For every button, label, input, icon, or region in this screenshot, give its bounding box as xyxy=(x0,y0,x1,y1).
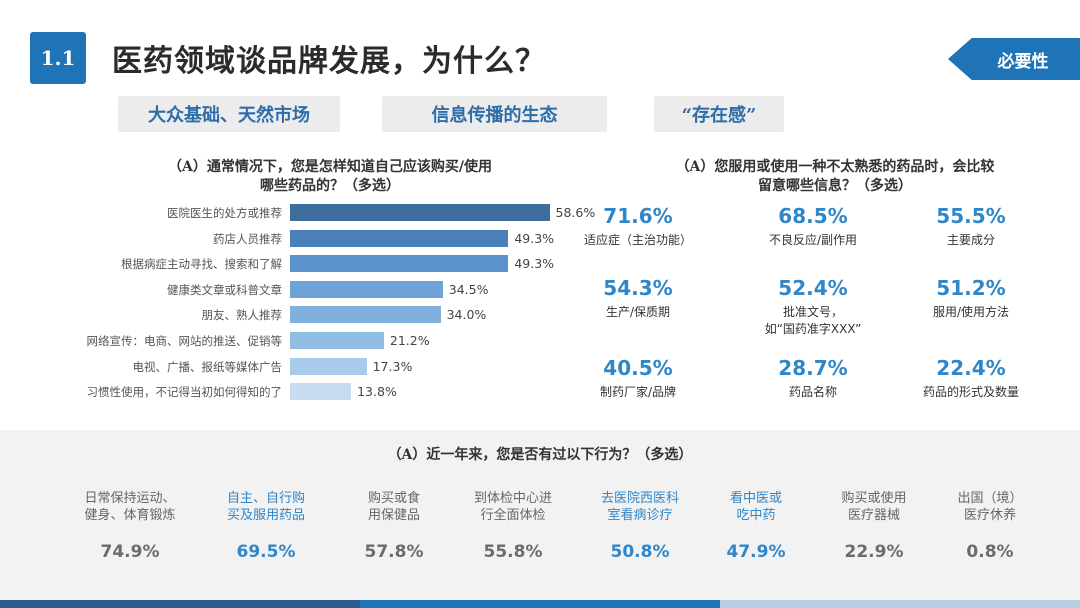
bar xyxy=(290,229,509,247)
stat-item: 22.4% 药品的形式及数量 xyxy=(871,356,1071,401)
bar xyxy=(290,280,443,298)
left-question: （A）通常情况下，您是怎样知道自己应该购买/使用 哪些药品的？（多选） xyxy=(100,158,560,196)
pill-presence: “存在感” xyxy=(654,96,784,132)
footer-strip-light xyxy=(720,600,1080,608)
stat-label: 药品的形式及数量 xyxy=(922,385,1019,399)
stat-label: 药品名称 xyxy=(788,385,837,399)
behavior-label: 到体检中心进 行全面体检 xyxy=(473,491,552,523)
bar xyxy=(290,306,441,324)
bar-value-label: 58.6% xyxy=(555,205,596,220)
bar-category-label: 朋友、熟人推荐 xyxy=(201,308,283,323)
right-question-line2: 留意哪些信息？（多选） xyxy=(758,178,912,194)
bar-category-label: 药店人员推荐 xyxy=(213,231,282,246)
stat-value: 52.4% xyxy=(778,276,848,300)
bar xyxy=(290,255,509,273)
behavior-label: 购买或食 用保健品 xyxy=(367,491,420,523)
behavior-value: 74.9% xyxy=(100,542,160,562)
behavior-label: 去医院西医科 室看病诊疗 xyxy=(600,491,679,523)
stat-label: 适应症（主治功能） xyxy=(583,233,692,247)
necessity-tag: 必要性 xyxy=(948,38,1080,80)
behavior-panel: （A）近一年来，您是否有过以下行为？（多选） 日常保持运动、 健身、体育锻炼 74… xyxy=(0,430,1080,600)
stat-item: 71.6% 适应症（主治功能） xyxy=(538,204,738,249)
stat-item: 52.4% 批准文号， 如“国药准字XXX” xyxy=(713,276,913,338)
bar xyxy=(290,383,352,401)
bar-value-label: 49.3% xyxy=(514,256,555,272)
stat-label: 生产/保质期 xyxy=(605,305,671,319)
behavior-label: 自主、自行购 买及服用药品 xyxy=(226,491,305,523)
behavior-value: 22.9% xyxy=(844,542,904,562)
bar-category-label: 电视、广播、报纸等媒体广告 xyxy=(132,359,283,374)
behavior-label: 看中医或 吃中药 xyxy=(729,491,782,523)
behavior-label: 日常保持运动、 健身、体育锻炼 xyxy=(84,491,176,523)
behavior-value: 47.9% xyxy=(726,542,786,562)
behavior-value: 55.8% xyxy=(483,542,543,562)
stat-value: 51.2% xyxy=(936,276,1006,300)
behavior-value: 57.8% xyxy=(364,542,424,562)
stat-item: 51.2% 服用/使用方法 xyxy=(871,276,1071,321)
stat-item: 68.5% 不良反应/副作用 xyxy=(713,204,913,249)
stat-item: 54.3% 生产/保质期 xyxy=(538,276,738,321)
stat-label: 服用/使用方法 xyxy=(932,305,1010,319)
stat-item: 55.5% 主要成分 xyxy=(871,204,1071,249)
behavior-value: 69.5% xyxy=(236,542,296,562)
bar-value-label: 34.5% xyxy=(448,281,489,297)
left-question-line1: （A）通常情况下，您是怎样知道自己应该购买/使用 xyxy=(168,159,492,175)
left-question-line2: 哪些药品的？（多选） xyxy=(260,178,400,194)
stat-item: 40.5% 制药厂家/品牌 xyxy=(538,356,738,401)
stat-label: 不良反应/副作用 xyxy=(768,233,858,247)
tag-label: 必要性 xyxy=(997,51,1049,72)
stat-value: 22.4% xyxy=(936,356,1006,380)
stat-value: 28.7% xyxy=(778,356,848,380)
stat-label: 主要成分 xyxy=(946,233,995,247)
footer-strip-mid xyxy=(360,600,720,608)
behavior-label: 出国（境） 医疗休养 xyxy=(957,491,1023,523)
stat-value: 54.3% xyxy=(603,276,673,300)
bar-value-label: 49.3% xyxy=(514,230,555,246)
bottom-question: （A）近一年来，您是否有过以下行为？（多选） xyxy=(387,447,693,463)
bar-value-label: 13.8% xyxy=(357,384,397,400)
stat-value: 71.6% xyxy=(603,204,673,228)
bar xyxy=(290,357,367,375)
stat-value: 40.5% xyxy=(603,356,673,380)
bar-category-label: 习惯性使用，不记得当初如何得知的了 xyxy=(86,385,283,400)
bar-value-label: 21.2% xyxy=(389,333,430,348)
pill-mass-base: 大众基础、天然市场 xyxy=(118,96,340,132)
behavior-value: 0.8% xyxy=(966,542,1014,562)
bar xyxy=(290,204,550,221)
stat-value: 68.5% xyxy=(778,204,848,228)
right-question-line1: （A）您服用或使用一种不太熟悉的药品时，会比较 xyxy=(675,159,995,175)
bar-category-label: 根据病症主动寻找、搜索和了解 xyxy=(121,257,282,272)
behavior-value: 50.8% xyxy=(610,542,670,562)
section-number-badge: 1.1 xyxy=(30,32,86,84)
stat-label: 批准文号， 如“国药准字XXX” xyxy=(764,305,862,336)
bar-value-label: 34.0% xyxy=(446,307,487,323)
stat-item: 28.7% 药品名称 xyxy=(713,356,913,401)
bar-category-label: 网络宣传：电商、网站的推送、促销等 xyxy=(86,334,283,348)
footer-strip-dark xyxy=(0,600,360,608)
stat-value: 55.5% xyxy=(936,204,1006,228)
bar-category-label: 健康类文章或科普文章 xyxy=(167,282,282,297)
pill-info-ecosystem: 信息传播的生态 xyxy=(382,96,607,132)
right-question: （A）您服用或使用一种不太熟悉的药品时，会比较 留意哪些信息？（多选） xyxy=(620,158,1050,196)
bar-category-label: 医院医生的处方或推荐 xyxy=(167,206,282,220)
page-title: 医药领域谈品牌发展，为什么？ xyxy=(112,44,546,79)
behavior-label: 购买或使用 医疗器械 xyxy=(841,491,907,523)
bar xyxy=(290,332,384,349)
stat-label: 制药厂家/品牌 xyxy=(599,385,677,399)
bar-value-label: 17.3% xyxy=(372,358,413,374)
